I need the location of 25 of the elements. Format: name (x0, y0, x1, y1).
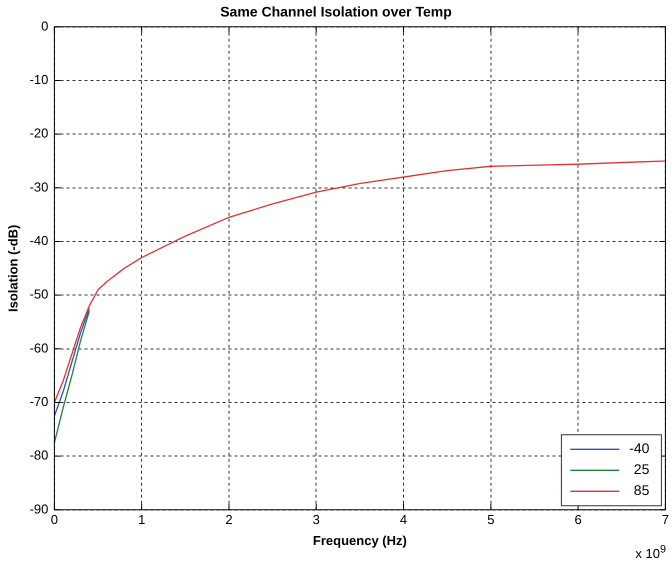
y-axis-title: Isolation (-dB) (5, 224, 20, 312)
y-tick-label: 0 (41, 18, 48, 34)
x-tick-label: 3 (312, 512, 320, 528)
legend-label: 25 (634, 461, 650, 478)
x-tick-label: 4 (400, 512, 408, 528)
y-tick-label: -60 (30, 340, 48, 356)
y-tick-label: -90 (30, 501, 48, 516)
text: x 10$^{9}$ (635, 544, 666, 561)
x-tick-label: 2 (225, 512, 233, 528)
y-tick-label: -30 (30, 179, 48, 194)
y-tick-label: -70 (30, 394, 48, 410)
y-tick-label: -40 (30, 233, 48, 248)
legend-label: -40 (629, 440, 650, 456)
x-tick-label: 7 (662, 512, 669, 528)
x-tick-label: 6 (574, 512, 582, 528)
y-tick-label: -20 (30, 126, 48, 141)
chart-title: Same Channel Isolation over Temp (220, 3, 452, 20)
y-tick-label: -50 (30, 286, 48, 302)
y-tick-label: -80 (30, 448, 48, 463)
x-tick-label: 0 (50, 512, 58, 528)
x-tick-label: 5 (487, 512, 494, 528)
x-axis-title: Frequency (Hz) (312, 532, 407, 548)
x-tick-label: 1 (138, 512, 146, 528)
legend-label: 85 (634, 482, 650, 498)
y-tick-label: -10 (30, 72, 48, 88)
